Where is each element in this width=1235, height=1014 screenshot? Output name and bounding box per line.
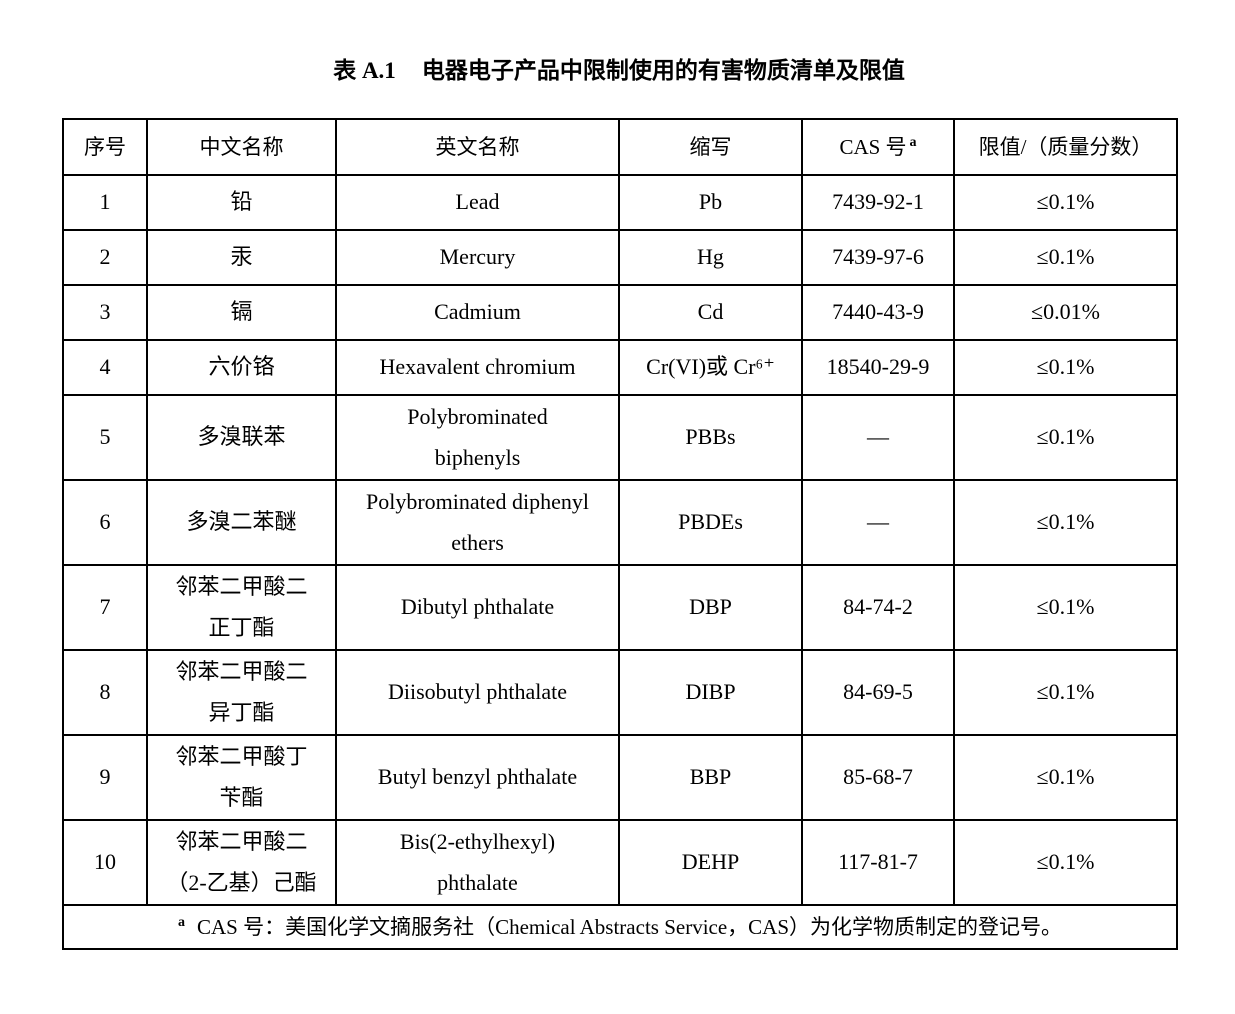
cell-chinese-name: 多溴二苯醚 <box>146 479 337 566</box>
cell-seq: 9 <box>62 734 148 821</box>
table-row: 1 铅 Lead Pb 7439-92-1 ≤0.1% <box>62 174 1178 231</box>
header-english-name: 英文名称 <box>335 118 620 176</box>
cell-limit: ≤0.1% <box>953 229 1178 286</box>
header-chinese-name: 中文名称 <box>146 118 337 176</box>
cell-abbreviation: Hg <box>618 229 803 286</box>
footnote-text: CAS 号：美国化学文摘服务社（Chemical Abstracts Servi… <box>196 914 1063 939</box>
cell-seq: 2 <box>62 229 148 286</box>
cell-limit: ≤0.1% <box>953 479 1178 566</box>
cell-english-name: Diisobutyl phthalate <box>335 649 620 736</box>
cell-seq: 5 <box>62 394 148 481</box>
cell-cas-number: 7439-97-6 <box>801 229 955 286</box>
cell-english-name: Polybrominated biphenyls <box>335 394 620 481</box>
table-row: 9 邻苯二甲酸丁 苄酯 Butyl benzyl phthalate BBP 8… <box>62 734 1178 821</box>
cell-abbreviation: DIBP <box>618 649 803 736</box>
cell-cas-number: 117-81-7 <box>801 819 955 906</box>
table-number-label: 表 A.1 <box>333 58 396 83</box>
cell-cas-number: 84-74-2 <box>801 564 955 651</box>
header-abbreviation: 缩写 <box>618 118 803 176</box>
table-footnote-row: a CAS 号：美国化学文摘服务社（Chemical Abstracts Serv… <box>62 904 1178 950</box>
table-title: 表 A.1 电器电子产品中限制使用的有害物质清单及限值 <box>62 55 1176 86</box>
cell-limit: ≤0.1% <box>953 174 1178 231</box>
header-seq: 序号 <box>62 118 148 176</box>
table-title-text: 电器电子产品中限制使用的有害物质清单及限值 <box>421 57 905 83</box>
cell-cas-number: 84-69-5 <box>801 649 955 736</box>
cell-cas-number: — <box>801 394 955 481</box>
cell-cas-number: — <box>801 479 955 566</box>
cell-limit: ≤0.1% <box>953 394 1178 481</box>
table-row: 6 多溴二苯醚 Polybrominated diphenyl ethers P… <box>62 479 1178 566</box>
cell-abbreviation: Pb <box>618 174 803 231</box>
cell-abbreviation: DEHP <box>618 819 803 906</box>
cell-limit: ≤0.1% <box>953 564 1178 651</box>
cell-cas-number: 7440-43-9 <box>801 284 955 341</box>
cell-chinese-name: 汞 <box>146 229 337 286</box>
cell-abbreviation: Cd <box>618 284 803 341</box>
table-row: 7 邻苯二甲酸二 正丁酯 Dibutyl phthalate DBP 84-74… <box>62 564 1178 651</box>
footnote-marker: a <box>177 914 185 930</box>
cas-footnote-marker: a <box>909 134 917 150</box>
cell-abbreviation: PBBs <box>618 394 803 481</box>
table-row: 2 汞 Mercury Hg 7439-97-6 ≤0.1% <box>62 229 1178 286</box>
cell-english-name: Dibutyl phthalate <box>335 564 620 651</box>
cell-seq: 8 <box>62 649 148 736</box>
cell-chinese-name: 镉 <box>146 284 337 341</box>
cell-chinese-name: 六价铬 <box>146 339 337 396</box>
cell-cas-number: 7439-92-1 <box>801 174 955 231</box>
table-row: 4 六价铬 Hexavalent chromium Cr(VI)或 Cr⁶⁺ 1… <box>62 339 1178 396</box>
cell-seq: 10 <box>62 819 148 906</box>
cell-limit: ≤0.1% <box>953 339 1178 396</box>
cell-chinese-name: 邻苯二甲酸二 异丁酯 <box>146 649 337 736</box>
cell-english-name: Cadmium <box>335 284 620 341</box>
cell-limit: ≤0.01% <box>953 284 1178 341</box>
cell-seq: 3 <box>62 284 148 341</box>
cell-limit: ≤0.1% <box>953 819 1178 906</box>
cell-abbreviation: Cr(VI)或 Cr⁶⁺ <box>618 339 803 396</box>
cell-limit: ≤0.1% <box>953 734 1178 821</box>
cell-limit: ≤0.1% <box>953 649 1178 736</box>
cell-chinese-name: 邻苯二甲酸丁 苄酯 <box>146 734 337 821</box>
footnote-cell: a CAS 号：美国化学文摘服务社（Chemical Abstracts Serv… <box>62 904 1178 950</box>
cell-chinese-name: 铅 <box>146 174 337 231</box>
cell-seq: 1 <box>62 174 148 231</box>
header-limit: 限值/（质量分数） <box>953 118 1178 176</box>
cell-cas-number: 85-68-7 <box>801 734 955 821</box>
table-row: 8 邻苯二甲酸二 异丁酯 Diisobutyl phthalate DIBP 8… <box>62 649 1178 736</box>
cell-cas-number: 18540-29-9 <box>801 339 955 396</box>
cell-english-name: Polybrominated diphenyl ethers <box>335 479 620 566</box>
cell-chinese-name: 多溴联苯 <box>146 394 337 481</box>
cell-abbreviation: PBDEs <box>618 479 803 566</box>
cell-seq: 6 <box>62 479 148 566</box>
header-cas-label: CAS 号 <box>839 134 907 159</box>
cell-chinese-name: 邻苯二甲酸二 正丁酯 <box>146 564 337 651</box>
cell-english-name: Butyl benzyl phthalate <box>335 734 620 821</box>
cell-english-name: Hexavalent chromium <box>335 339 620 396</box>
table-row: 3 镉 Cadmium Cd 7440-43-9 ≤0.01% <box>62 284 1178 341</box>
cell-abbreviation: BBP <box>618 734 803 821</box>
cell-seq: 7 <box>62 564 148 651</box>
table-row: 10 邻苯二甲酸二 （2-乙基）己酯 Bis(2-ethylhexyl) pht… <box>62 819 1178 906</box>
cell-seq: 4 <box>62 339 148 396</box>
cell-english-name: Lead <box>335 174 620 231</box>
table-row: 5 多溴联苯 Polybrominated biphenyls PBBs — ≤… <box>62 394 1178 481</box>
cell-english-name: Bis(2-ethylhexyl) phthalate <box>335 819 620 906</box>
cell-abbreviation: DBP <box>618 564 803 651</box>
cell-chinese-name: 邻苯二甲酸二 （2-乙基）己酯 <box>146 819 337 906</box>
cell-english-name: Mercury <box>335 229 620 286</box>
